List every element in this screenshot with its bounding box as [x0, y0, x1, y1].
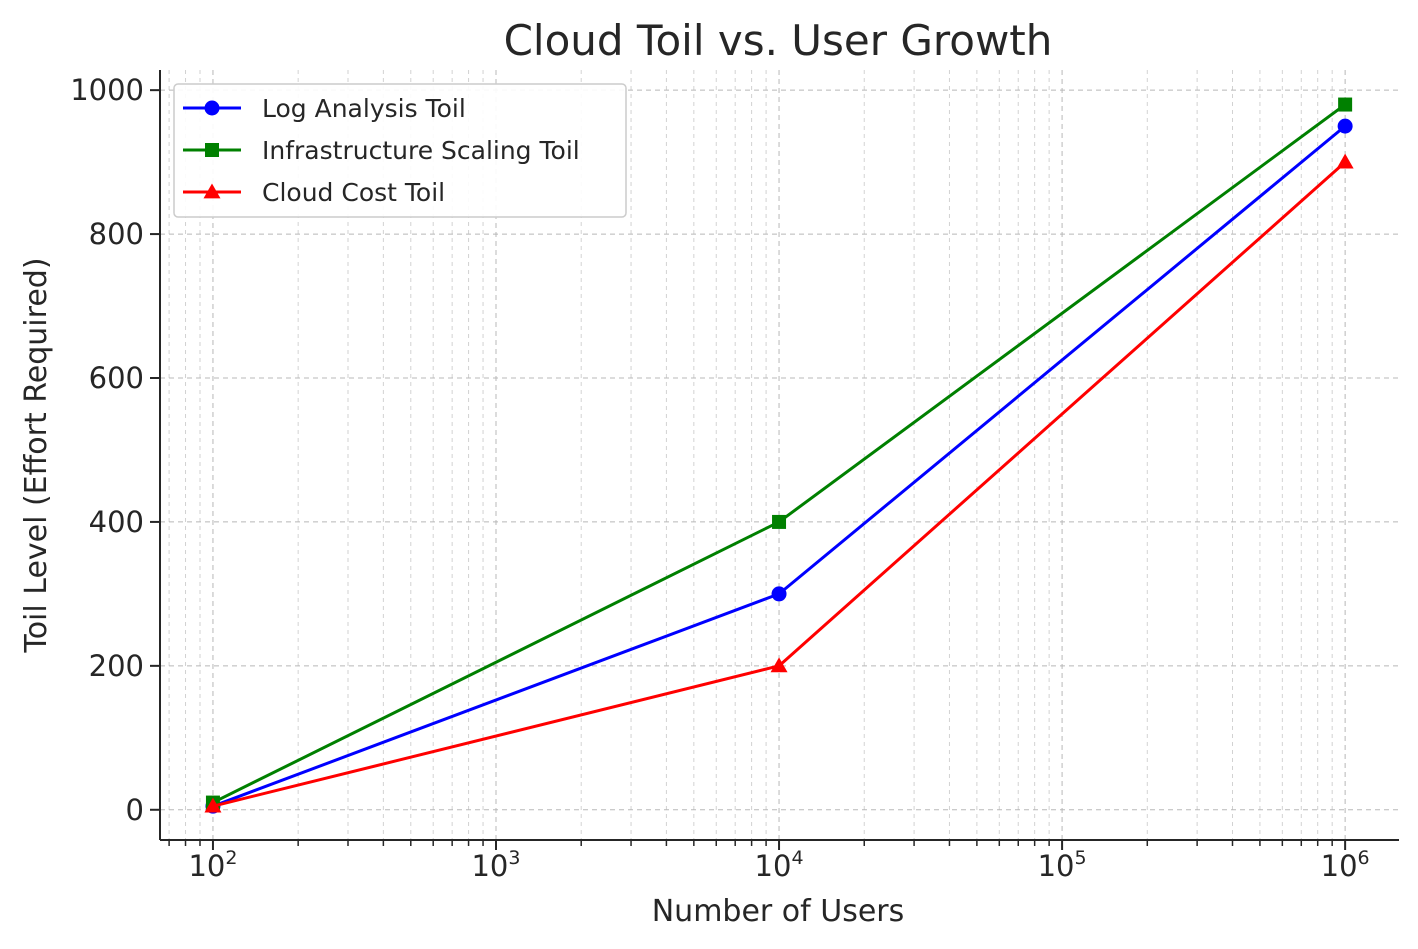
x-tick-base: 10 [1038, 849, 1075, 883]
y-axis-label: Toil Level (Effort Required) [19, 257, 54, 653]
x-tick-exponent: 5 [1074, 847, 1086, 869]
y-tick-label: 800 [89, 217, 144, 251]
y-tick-label: 0 [126, 793, 144, 827]
legend-label: Infrastructure Scaling Toil [262, 136, 580, 165]
legend-marker [204, 100, 220, 116]
x-tick-exponent: 3 [508, 847, 520, 869]
x-tick-label: 103 [471, 847, 520, 883]
x-tick-label: 102 [188, 847, 237, 883]
legend-marker [205, 143, 219, 157]
legend-label: Log Analysis Toil [262, 94, 466, 123]
y-axis-ticks: 0 200 400 600 800 1000 [70, 73, 160, 827]
x-axis-label: Number of Users [652, 894, 905, 929]
x-tick-label: 105 [1038, 847, 1087, 883]
legend-item: Log Analysis Toil [183, 94, 466, 123]
legend-item: Cloud Cost Toil [183, 178, 445, 207]
x-tick-exponent: 2 [225, 847, 237, 869]
data-point [771, 586, 787, 602]
x-axis-ticks: 102 103 104 105 106 [168, 840, 1370, 883]
data-point [772, 514, 787, 529]
series-layer [204, 97, 1354, 814]
legend-marker [203, 183, 221, 199]
legend-box [173, 83, 627, 218]
y-tick-label: 600 [89, 361, 144, 395]
legend-item: Infrastructure Scaling Toil [183, 136, 580, 165]
chart-title: Cloud Toil vs. User Growth [504, 16, 1053, 65]
data-point [770, 657, 788, 673]
x-tick-exponent: 4 [791, 847, 803, 869]
data-point [1338, 97, 1353, 112]
y-tick-label: 400 [89, 505, 144, 539]
data-point [1336, 153, 1354, 169]
series-2 [204, 153, 1354, 813]
legend: Log Analysis Toil Infrastructure Scaling … [173, 83, 627, 218]
x-tick-base: 10 [188, 849, 225, 883]
data-point [1337, 118, 1353, 134]
y-tick-label: 1000 [70, 73, 144, 107]
y-tick-label: 200 [89, 649, 144, 683]
x-tick-label: 104 [755, 847, 804, 883]
x-tick-exponent: 6 [1358, 847, 1370, 869]
x-tick-base: 10 [755, 849, 792, 883]
x-tick-label: 106 [1321, 847, 1370, 883]
x-tick-base: 10 [471, 849, 508, 883]
x-tick-base: 10 [1321, 849, 1358, 883]
legend-label: Cloud Cost Toil [262, 178, 445, 207]
data-point [204, 797, 222, 813]
